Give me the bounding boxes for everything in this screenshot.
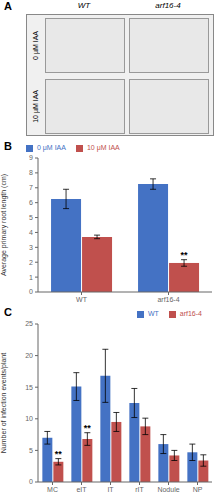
html-text:arf16-4: arf16-4	[179, 310, 202, 317]
svg-text:0: 0	[29, 288, 33, 295]
svg-text:8: 8	[29, 169, 33, 176]
svg-text:WT: WT	[76, 296, 88, 303]
svg-text:10: 10	[25, 415, 33, 422]
svg-text:MC: MC	[47, 486, 58, 493]
svg-text:25: 25	[25, 320, 33, 327]
svg-text:Nodule: Nodule	[157, 486, 179, 493]
svg-text:7: 7	[29, 184, 33, 191]
html-text:0 μM IAA: 0 μM IAA	[37, 144, 66, 151]
svg-text:Average primary root length (c: Average primary root length (cm)	[8, 174, 9, 276]
svg-text:3: 3	[29, 244, 33, 251]
svg-text:rIT: rIT	[135, 486, 144, 493]
html-text:10 µM IAA: 10 µM IAA	[31, 90, 39, 123]
svg-text:arf16-4: arf16-4	[157, 296, 179, 303]
html-text:10 μM IAA: 10 μM IAA	[86, 144, 120, 151]
html-text:WT: WT	[147, 310, 159, 317]
svg-text:Number of infection events/pla: Number of infection events/plant	[8, 353, 9, 453]
svg-text:**: **	[181, 250, 189, 260]
svg-text:4: 4	[29, 229, 33, 236]
html-text:B: B	[4, 140, 12, 152]
svg-text:15: 15	[25, 384, 33, 391]
svg-text:20: 20	[25, 352, 33, 359]
svg-text:2: 2	[29, 259, 33, 266]
html-text:arf16-4: arf16-4	[155, 1, 181, 10]
svg-text:5: 5	[29, 447, 33, 454]
html-text:WT: WT	[77, 1, 91, 10]
svg-text:9: 9	[29, 154, 33, 161]
svg-text:1: 1	[29, 274, 33, 281]
svg-text:5: 5	[29, 214, 33, 221]
svg-text:NP: NP	[193, 486, 203, 493]
svg-text:IT: IT	[107, 486, 114, 493]
html-text:0 µM IAA: 0 µM IAA	[31, 31, 39, 60]
svg-text:eIT: eIT	[76, 486, 87, 493]
html-text:C: C	[4, 306, 12, 318]
svg-text:0: 0	[29, 478, 33, 485]
svg-text:**: **	[84, 423, 92, 433]
svg-text:**: **	[55, 449, 63, 459]
html-text:A: A	[4, 0, 12, 12]
svg-text:6: 6	[29, 199, 33, 206]
